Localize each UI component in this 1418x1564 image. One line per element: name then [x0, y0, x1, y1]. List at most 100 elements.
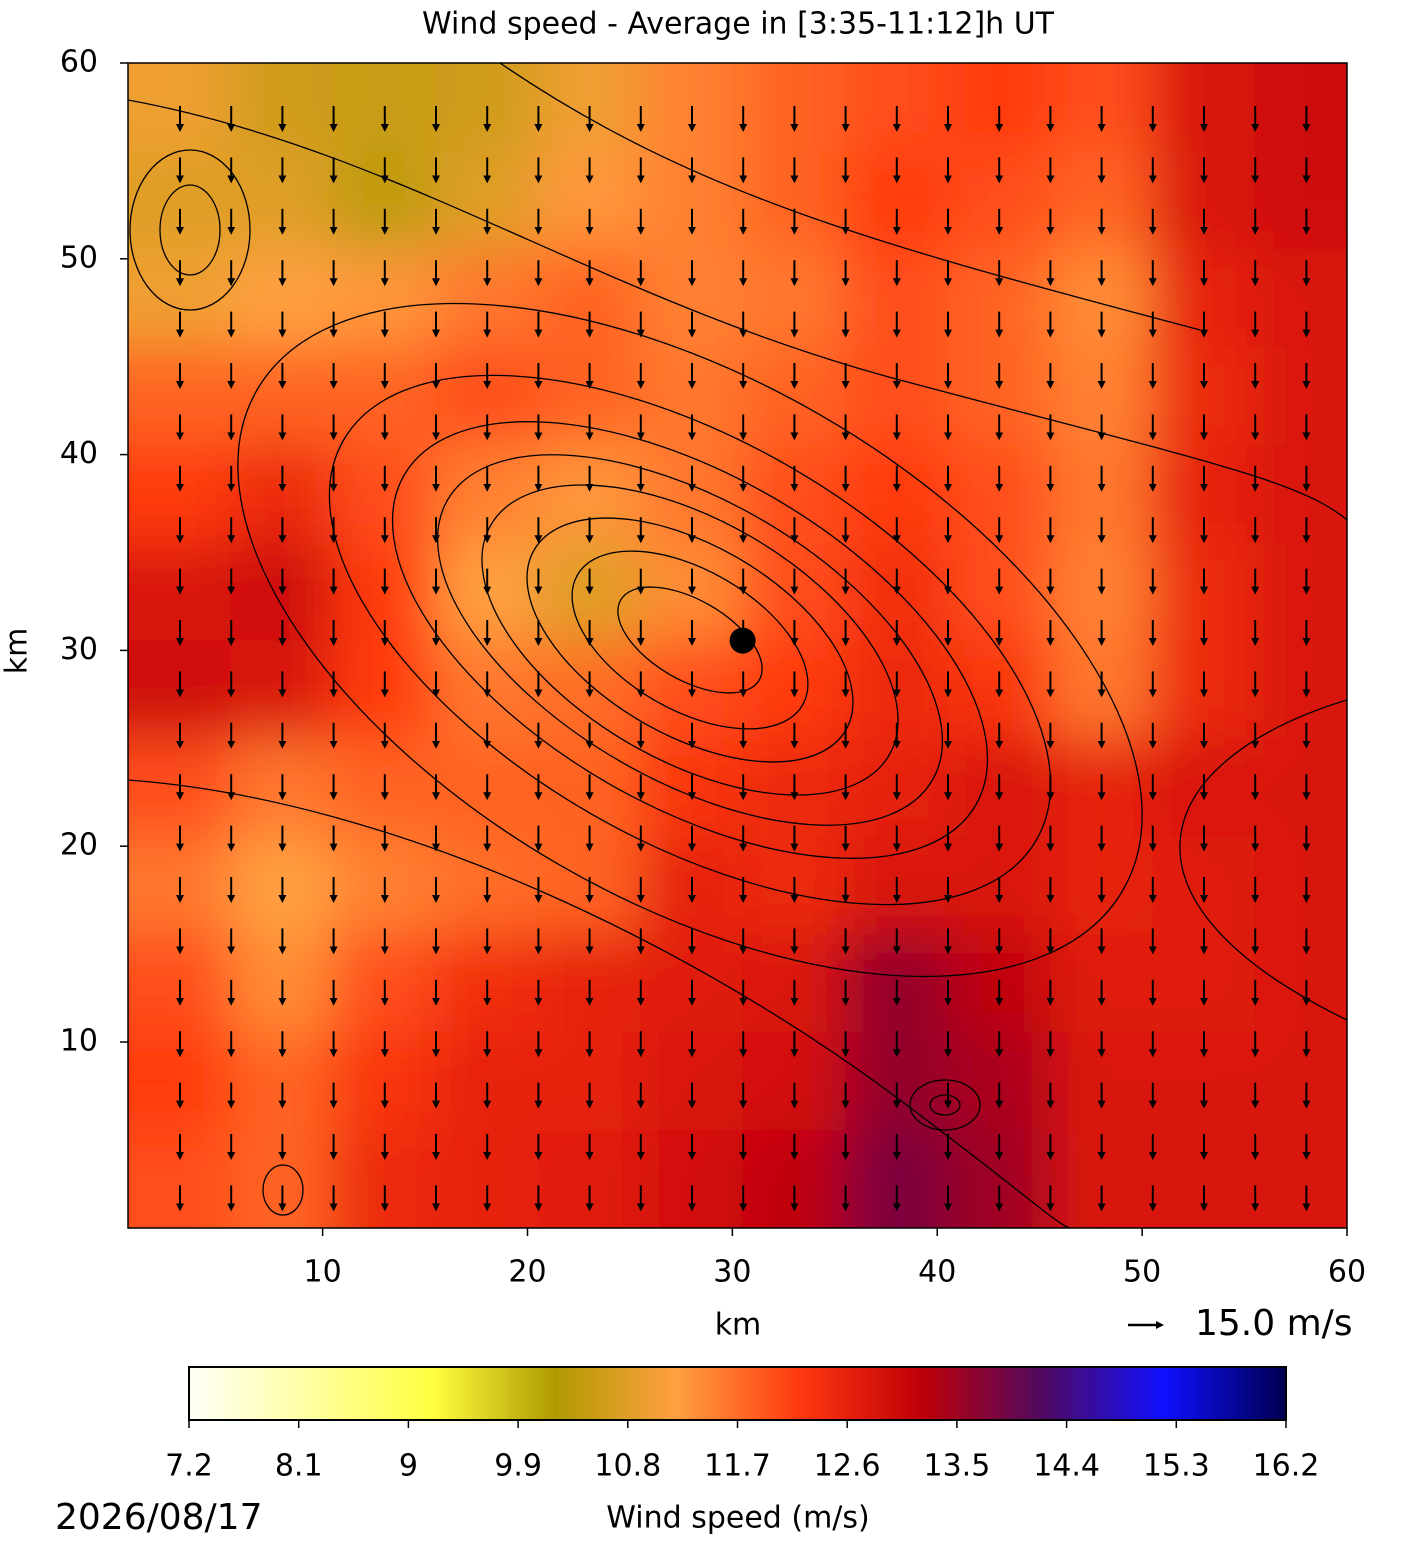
colorbar-segment — [513, 1367, 519, 1420]
colorbar-segment — [652, 1367, 659, 1420]
colorbar-segment — [921, 1367, 928, 1420]
colorbar-segment — [198, 1367, 205, 1420]
colorbar-segment — [298, 1367, 305, 1420]
colorbar-segment — [941, 1367, 948, 1420]
colorbar-segment — [602, 1367, 609, 1420]
colorbar-segment — [996, 1367, 1003, 1420]
date: 2026/08/17 — [55, 1497, 263, 1538]
colorbar-segment — [617, 1367, 624, 1420]
colorbar-segment — [637, 1367, 644, 1420]
colorbar-segment — [722, 1367, 729, 1420]
colorbar-segment — [907, 1367, 913, 1420]
colorbar-segment — [378, 1367, 385, 1420]
colorbar-segment — [747, 1367, 754, 1420]
colorbar-segment — [1251, 1367, 1257, 1420]
colorbar-segment — [1186, 1367, 1193, 1420]
colorbar-segment — [627, 1367, 634, 1420]
colorbar-tick-label: 9.9 — [494, 1449, 542, 1484]
colorbar-segment — [1071, 1367, 1078, 1420]
colorbar-segment — [1281, 1367, 1287, 1420]
colorbar-segment — [822, 1367, 829, 1420]
colorbar-segment — [1156, 1367, 1163, 1420]
colorbar-tick-label: 14.4 — [1033, 1449, 1100, 1484]
colorbar-segment — [283, 1367, 290, 1420]
colorbar-segment — [572, 1367, 579, 1420]
colorbar-segment — [827, 1367, 834, 1420]
colorbar-segment — [213, 1367, 220, 1420]
colorbar-segment — [313, 1367, 320, 1420]
colorbar-segment — [1111, 1367, 1118, 1420]
colorbar-segment — [1221, 1367, 1227, 1420]
colorbar-segment — [238, 1367, 245, 1420]
colorbar-segment — [293, 1367, 300, 1420]
colorbar-segment — [353, 1367, 360, 1420]
colorbar-segment — [767, 1367, 774, 1420]
colorbar-segment — [433, 1367, 440, 1420]
colorbar-segment — [707, 1367, 714, 1420]
colorbar-segment — [343, 1367, 350, 1420]
heat-cell — [1254, 640, 1347, 740]
colorbar-segment — [333, 1367, 340, 1420]
colorbar-segment — [338, 1367, 345, 1420]
colorbar-segment — [1011, 1367, 1018, 1420]
colorbar-segment — [493, 1367, 499, 1420]
colorbar-segment — [562, 1367, 569, 1420]
colorbar-segment — [642, 1367, 649, 1420]
colorbar-segment — [577, 1367, 584, 1420]
colorbar-segment — [757, 1367, 764, 1420]
colorbar-tick-label: 8.1 — [275, 1449, 323, 1484]
colorbar-segment — [792, 1367, 799, 1420]
colorbar-segment — [523, 1367, 529, 1420]
colorbar-segment — [403, 1367, 410, 1420]
colorbar-segment — [368, 1367, 375, 1420]
heat-cell — [332, 63, 437, 153]
colorbar-segment — [961, 1367, 968, 1420]
colorbar-segment — [697, 1367, 704, 1420]
colorbar-segment — [483, 1367, 489, 1420]
heat-cell — [1254, 444, 1347, 544]
colorbar-segment — [1096, 1367, 1103, 1420]
colorbar-segment — [228, 1367, 235, 1420]
x-tick-label: 10 — [304, 1255, 342, 1290]
colorbar-segment — [1176, 1367, 1183, 1420]
colorbar-segment — [782, 1367, 789, 1420]
colorbar-segment — [1101, 1367, 1108, 1420]
colorbar-segment — [1171, 1367, 1178, 1420]
colorbar-segment — [737, 1367, 744, 1420]
colorbar-segment — [702, 1367, 709, 1420]
wind-arrows — [176, 106, 1311, 1212]
heat-cell — [1152, 63, 1256, 153]
y-tick-label: 50 — [60, 240, 98, 275]
y-tick-label: 40 — [60, 436, 98, 471]
colorbar-segment — [872, 1367, 878, 1420]
colorbar-segment — [548, 1367, 554, 1420]
colorbar-segment — [847, 1367, 853, 1420]
colorbar-segment — [268, 1367, 275, 1420]
colorbar-segment — [1106, 1367, 1113, 1420]
colorbar-segment — [538, 1367, 544, 1420]
colorbar-segment — [682, 1367, 689, 1420]
y-tick-label: 10 — [60, 1023, 98, 1058]
colorbar-tick-label: 7.2 — [165, 1449, 213, 1484]
colorbar-segment — [248, 1367, 255, 1420]
colorbar-segment — [1061, 1367, 1068, 1420]
colorbar-segment — [1236, 1367, 1242, 1420]
colorbar-segment — [607, 1367, 614, 1420]
colorbar-segment — [308, 1367, 315, 1420]
colorbar-segment — [388, 1367, 395, 1420]
colorbar-segment — [727, 1367, 734, 1420]
colorbar-segment — [518, 1367, 524, 1420]
colorbar-segment — [1066, 1367, 1073, 1420]
heat-cell — [1254, 1130, 1347, 1228]
colorbar-segment — [468, 1367, 475, 1420]
colorbar-segment — [1016, 1367, 1023, 1420]
colorbar-segment — [812, 1367, 819, 1420]
colorbar-segment — [1121, 1367, 1128, 1420]
colorbar-segment — [1086, 1367, 1093, 1420]
colorbar-segment — [862, 1367, 868, 1420]
colorbar-segment — [478, 1367, 484, 1420]
colorbar-segment — [1196, 1367, 1203, 1420]
colorbar-segment — [936, 1367, 943, 1420]
y-axis-label: km — [0, 628, 35, 675]
colorbar-segment — [528, 1367, 534, 1420]
